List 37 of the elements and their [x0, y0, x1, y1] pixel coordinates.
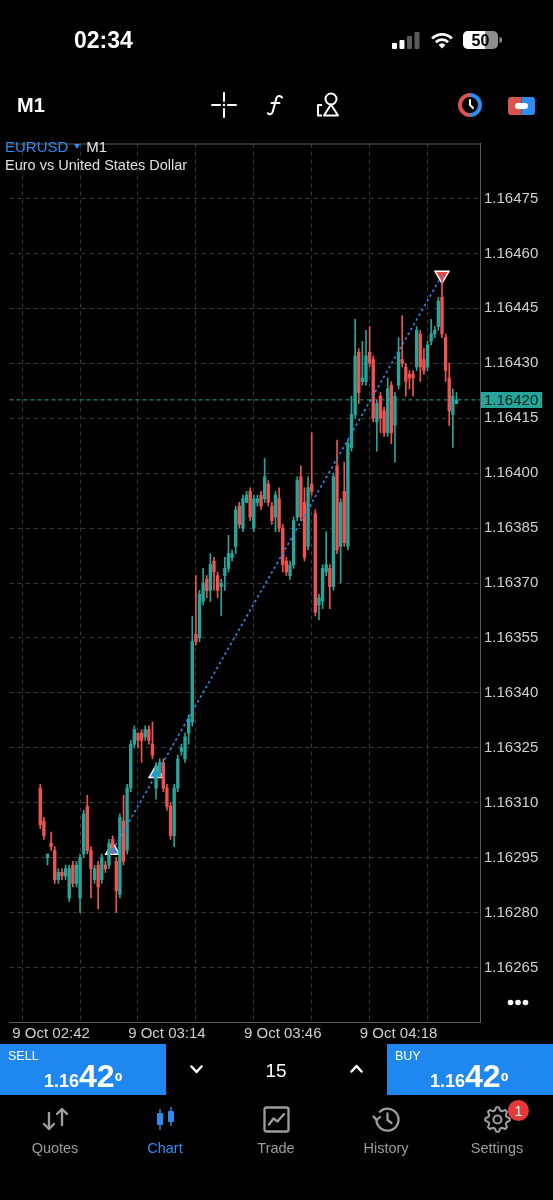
- x-tick-label: 9 Oct 03:46: [243, 1023, 322, 1041]
- text: 1.1642⁰: [430, 1058, 509, 1094]
- y-tick-label: 1.16280: [484, 902, 539, 920]
- y-tick-label: 1.16370: [484, 573, 539, 591]
- text: Chart: [147, 1140, 183, 1156]
- chart-title: EURUSD: [5, 138, 69, 155]
- text: Euro vs United States Dollar: [5, 157, 188, 173]
- y-tick-label: 1.16445: [484, 298, 539, 316]
- text: 15: [265, 1060, 287, 1081]
- y-tick-label: 1.16385: [484, 518, 539, 536]
- y-tick-label: 1.16475: [484, 188, 539, 206]
- text: Settings: [470, 1140, 524, 1156]
- y-tick-label: 1.16340: [484, 683, 539, 701]
- text: M1: [17, 94, 45, 116]
- text: Trade: [257, 1140, 295, 1156]
- y-tick-label: 1.16460: [484, 243, 539, 261]
- text: 1.1642⁰: [44, 1058, 123, 1094]
- x-tick-label: 9 Oct 03:14: [128, 1023, 206, 1041]
- y-tick-label: 1.16430: [484, 353, 539, 371]
- y-tick-label: 1.16295: [484, 847, 539, 865]
- x-tick-label: 9 Oct 02:42: [12, 1023, 90, 1041]
- y-tick-label: 1.16310: [484, 792, 539, 810]
- x-tick-label: 9 Oct 04:18: [359, 1023, 438, 1041]
- y-tick-label: 1.16325: [484, 737, 539, 755]
- annotation: M1: [86, 138, 108, 155]
- text: Quotes: [31, 1140, 79, 1156]
- text: 1: [514, 1103, 523, 1119]
- y-tick-label: 1.16415: [484, 408, 539, 426]
- text: 50: [471, 31, 490, 49]
- y-tick-label: 1.16400: [484, 463, 539, 481]
- y-tick-label: 1.16265: [484, 957, 539, 975]
- text: BUY: [395, 1049, 421, 1063]
- ref-line-label: 1.16420: [484, 390, 539, 408]
- text: History: [363, 1140, 409, 1156]
- y-tick-label: 1.16355: [484, 628, 539, 646]
- text: 02:34: [74, 27, 133, 53]
- text: SELL: [8, 1049, 39, 1063]
